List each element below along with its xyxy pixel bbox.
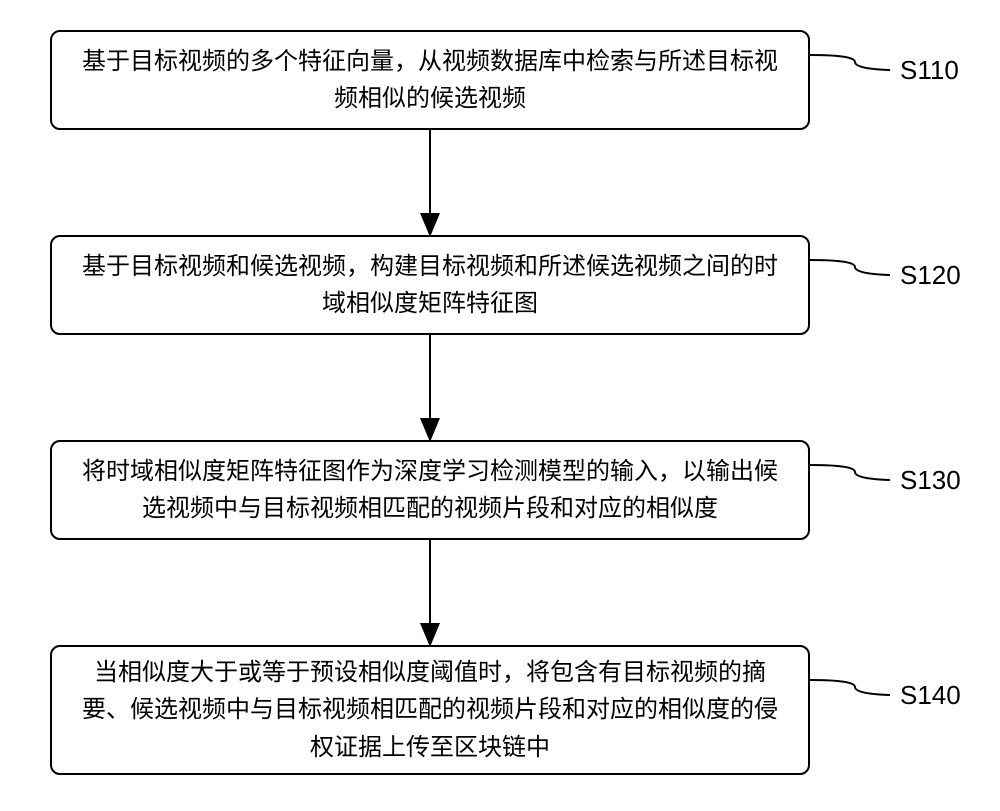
flow-step-2-text: 基于目标视频和候选视频，构建目标视频和所述候选视频之间的时域相似度矩阵特征图 (82, 248, 778, 322)
flow-step-1-label: S110 (900, 55, 959, 86)
flow-step-3-text: 将时域相似度矩阵特征图作为深度学习检测模型的输入，以输出候选视频中与目标视频相匹… (82, 453, 778, 527)
flow-step-1-text: 基于目标视频的多个特征向量，从视频数据库中检索与所述目标视频相似的候选视频 (82, 43, 778, 117)
flow-step-4-text: 当相似度大于或等于预设相似度阈值时，将包含有目标视频的摘要、候选视频中与目标视频… (82, 654, 778, 766)
flow-step-2: 基于目标视频和候选视频，构建目标视频和所述候选视频之间的时域相似度矩阵特征图 (50, 235, 810, 335)
flow-step-4-label: S140 (900, 680, 961, 711)
flow-step-1: 基于目标视频的多个特征向量，从视频数据库中检索与所述目标视频相似的候选视频 (50, 30, 810, 130)
flow-step-3-label: S130 (900, 465, 961, 496)
label-connectors-group (810, 55, 890, 695)
flowchart-canvas: 基于目标视频的多个特征向量，从视频数据库中检索与所述目标视频相似的候选视频 S1… (0, 0, 1000, 811)
flow-step-2-label: S120 (900, 260, 961, 291)
flow-step-3: 将时域相似度矩阵特征图作为深度学习检测模型的输入，以输出候选视频中与目标视频相匹… (50, 440, 810, 540)
flow-step-4: 当相似度大于或等于预设相似度阈值时，将包含有目标视频的摘要、候选视频中与目标视频… (50, 645, 810, 775)
